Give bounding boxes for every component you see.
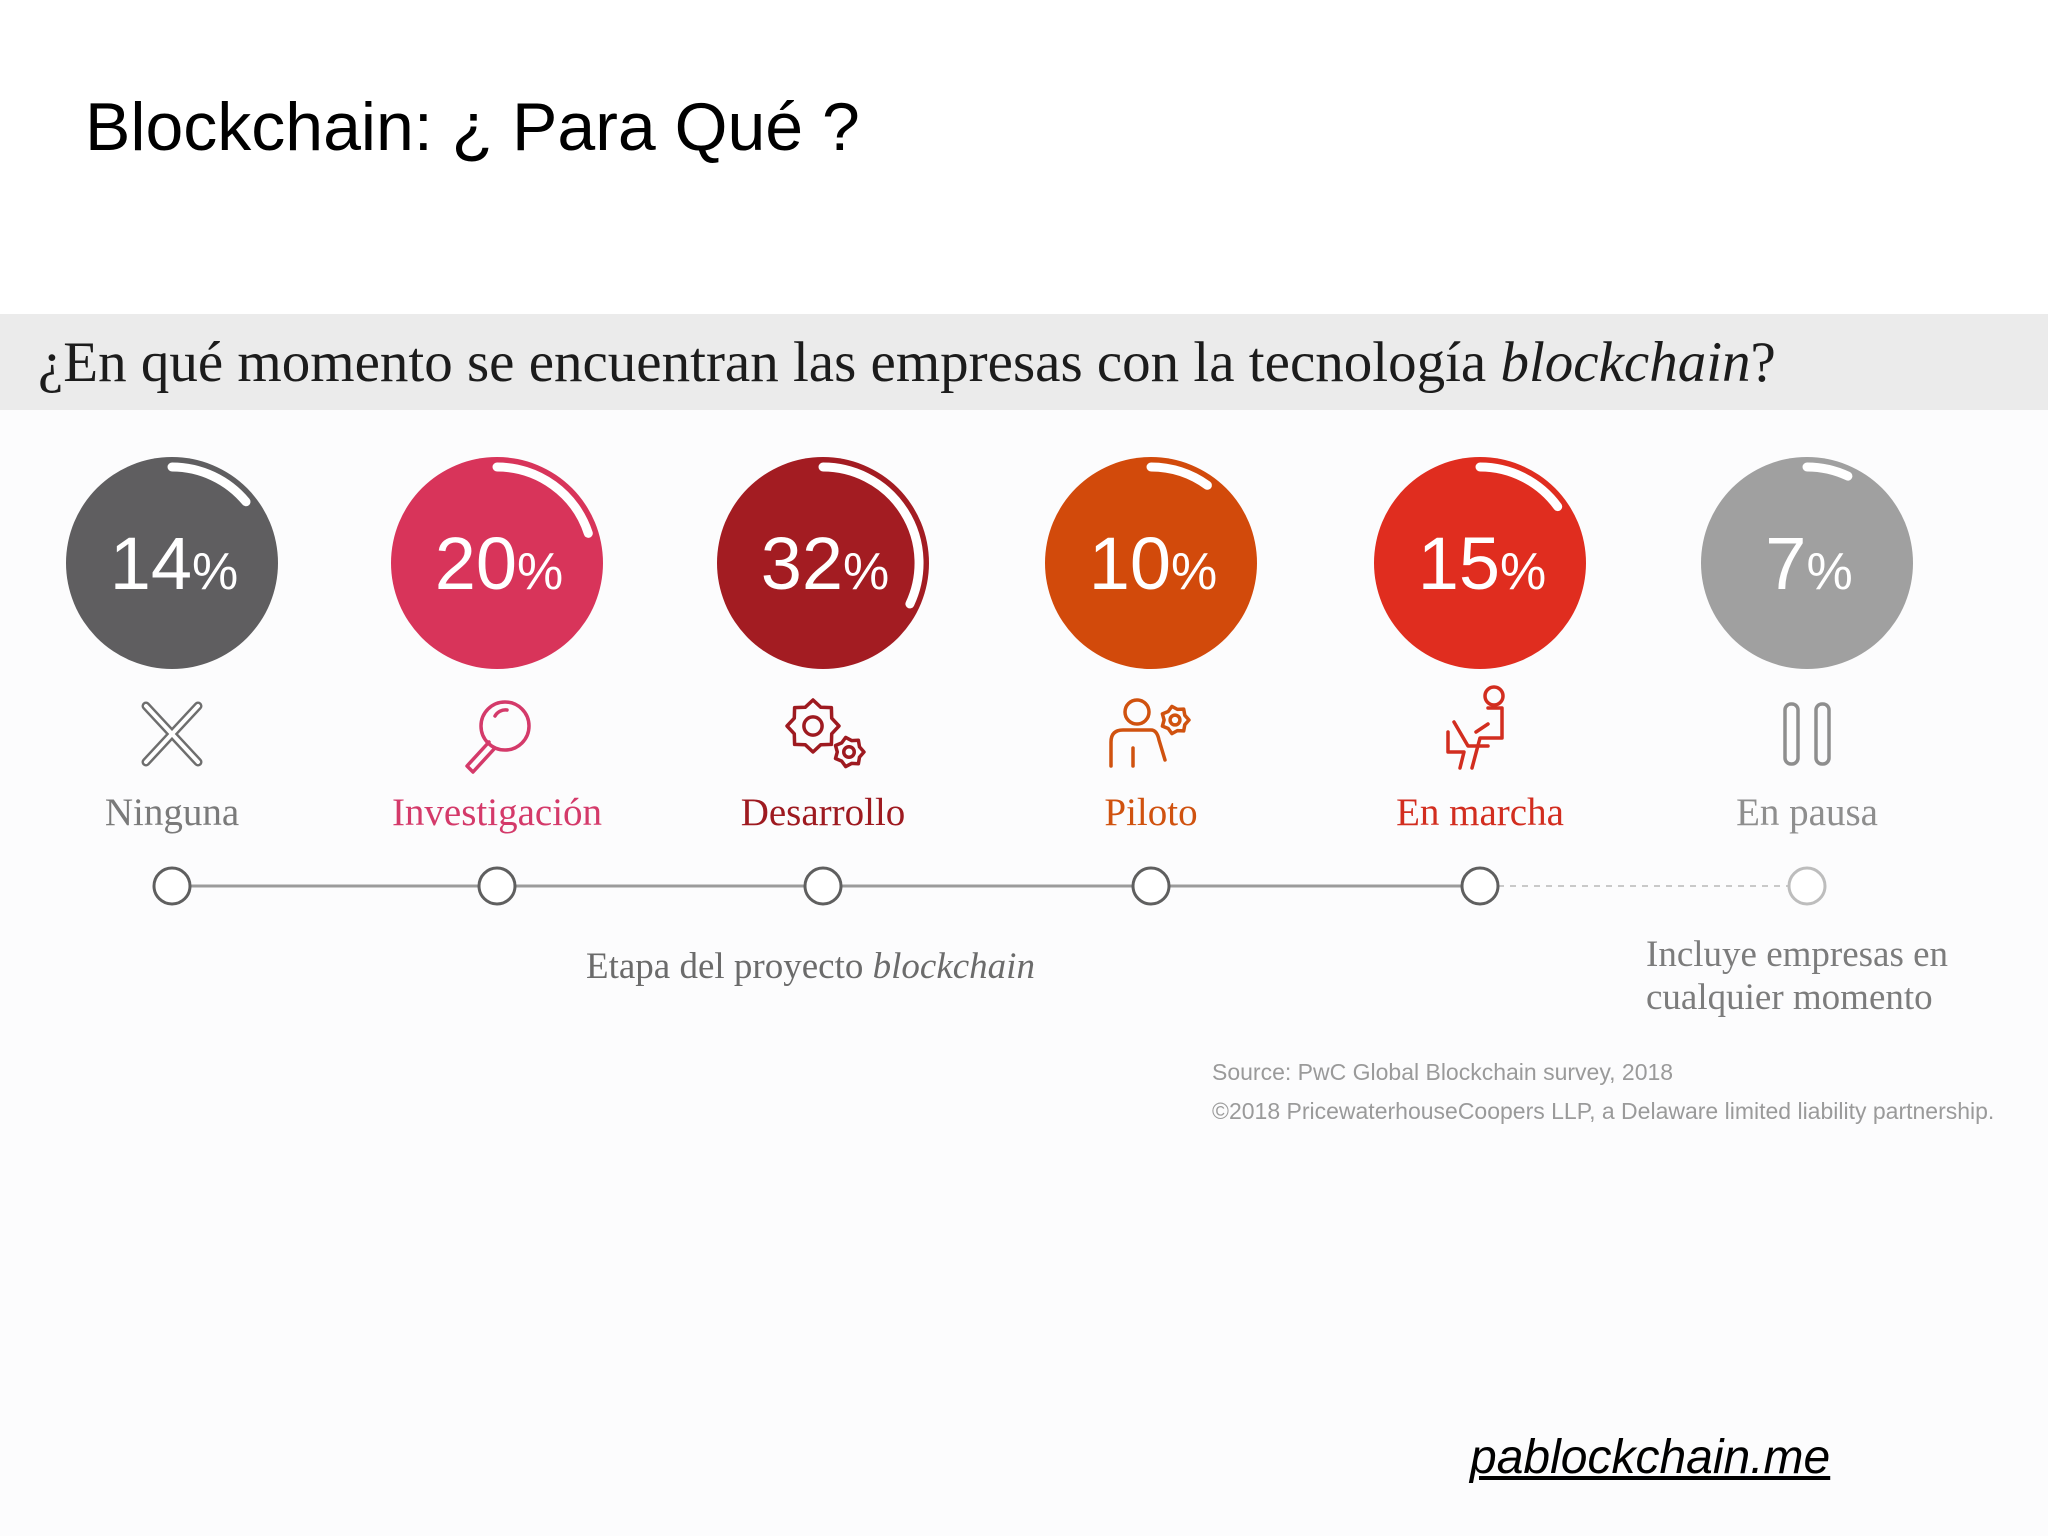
pause-note-line-2: cualquier momento bbox=[1646, 977, 1933, 1018]
axis-caption-text: Etapa del proyecto bbox=[586, 946, 873, 987]
stage-label: Piloto bbox=[1104, 791, 1198, 834]
gears-icon bbox=[785, 698, 866, 769]
value-arc bbox=[1146, 462, 1212, 490]
timeline-node bbox=[152, 866, 192, 906]
website-link[interactable]: pablockchain.me bbox=[1470, 1431, 1831, 1484]
stage-circle bbox=[66, 457, 278, 669]
value-arc bbox=[1475, 462, 1563, 512]
pause-icon bbox=[1783, 702, 1831, 766]
x-icon bbox=[141, 701, 203, 767]
stage-circle bbox=[1045, 457, 1257, 669]
magnifier-icon bbox=[465, 700, 531, 774]
timeline-node bbox=[477, 866, 517, 906]
question-band bbox=[0, 314, 2048, 410]
infographic-panel bbox=[0, 314, 2048, 1536]
stage-label: En marcha bbox=[1396, 791, 1564, 834]
value-label: 10% bbox=[1089, 522, 1218, 605]
question-italic: blockchain bbox=[1500, 331, 1751, 394]
question-mark: ? bbox=[1750, 331, 1776, 394]
survey-question: ¿En qué momento se encuentran las empres… bbox=[38, 330, 1776, 395]
value-arc bbox=[492, 462, 593, 538]
pause-note: Incluye empresas en cualquier momento bbox=[1646, 933, 1948, 1019]
timeline-node bbox=[1460, 866, 1500, 906]
person-gear-icon bbox=[1109, 698, 1191, 768]
value-label: 7% bbox=[1765, 522, 1852, 605]
axis-caption: Etapa del proyecto blockchain bbox=[586, 945, 1035, 988]
stage-circle bbox=[717, 457, 929, 669]
value-arc bbox=[818, 462, 924, 609]
value-arc bbox=[167, 462, 251, 507]
slide-title: Blockchain: ¿ Para Qué ? bbox=[85, 89, 860, 165]
person-laptop-icon bbox=[1446, 685, 1505, 770]
axis-caption-italic: blockchain bbox=[872, 946, 1035, 987]
stage-circle bbox=[391, 457, 603, 669]
stage-label: Ninguna bbox=[104, 791, 240, 834]
pause-note-line-1: Incluye empresas en bbox=[1646, 934, 1949, 975]
value-label: 14% bbox=[110, 522, 239, 605]
timeline-node bbox=[1787, 866, 1827, 906]
stage-label: Investigación bbox=[391, 791, 603, 834]
value-label: 15% bbox=[1418, 522, 1547, 605]
stage-label: En pausa bbox=[1736, 791, 1878, 834]
source-line-1: Source: PwC Global Blockchain survey, 20… bbox=[1212, 1059, 1674, 1085]
timeline-node bbox=[1131, 866, 1171, 906]
value-label: 20% bbox=[435, 522, 564, 605]
source-note: Source: PwC Global Blockchain survey, 20… bbox=[1212, 1053, 1994, 1131]
timeline-node bbox=[803, 866, 843, 906]
stage-label: Desarrollo bbox=[740, 791, 906, 834]
value-label: 32% bbox=[761, 522, 890, 605]
question-text: ¿En qué momento se encuentran las empres… bbox=[38, 331, 1501, 394]
value-arc bbox=[1802, 462, 1853, 481]
stage-circle bbox=[1701, 457, 1913, 669]
stage-circle bbox=[1374, 457, 1586, 669]
source-line-2: ©2018 PricewaterhouseCoopers LLP, a Dela… bbox=[1212, 1098, 1995, 1124]
